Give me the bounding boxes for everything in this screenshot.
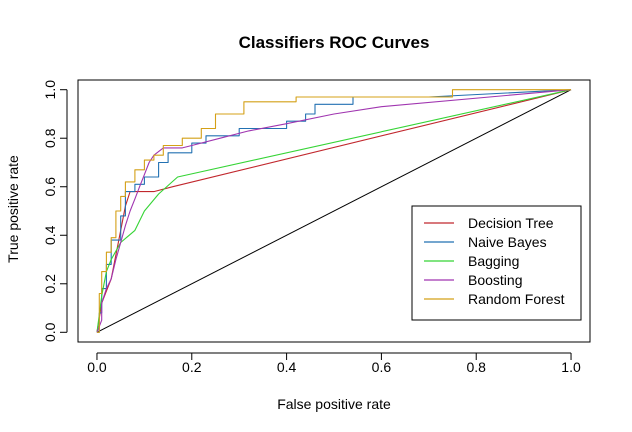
series-line-bagging	[96, 89, 572, 333]
plot-area	[96, 89, 572, 333]
x-tick-label: 0.0	[87, 359, 107, 375]
y-tick-label: 0.4	[42, 225, 58, 245]
x-tick-label: 0.2	[182, 359, 202, 375]
x-axis-label: False positive rate	[277, 396, 391, 412]
legend-box	[411, 205, 582, 321]
series-line-boosting	[96, 89, 572, 333]
legend-label: Boosting	[468, 272, 522, 288]
legend-label: Naive Bayes	[468, 234, 547, 250]
chart-title: Classifiers ROC Curves	[239, 33, 430, 52]
diagonal-reference-line	[96, 89, 572, 333]
y-tick-label: 1.0	[42, 80, 58, 100]
y-axis-label: True positive rate	[5, 155, 21, 263]
x-tick-label: 0.6	[372, 359, 392, 375]
axes: 0.0 0.2 0.4 0.6 0.8 1.0 0.0 0.2 0.4 0.6 0.8 1.0	[42, 80, 581, 375]
y-tick-label: 0.2	[42, 274, 58, 294]
legend-label: Random Forest	[468, 291, 565, 307]
legend-label: Decision Tree	[468, 215, 554, 231]
series-line-random-forest	[97, 89, 571, 333]
y-tick-label: 0.0	[42, 322, 58, 342]
x-tick-label: 0.8	[466, 359, 486, 375]
legend: Decision Tree Naive Bayes Bagging Boosting R…	[411, 205, 582, 321]
y-tick-label: 0.8	[42, 128, 58, 148]
legend-label: Bagging	[468, 253, 519, 269]
x-tick-label: 0.4	[277, 359, 297, 375]
plot-frame	[77, 79, 591, 343]
y-tick-label: 0.6	[42, 177, 58, 197]
x-tick-label: 1.0	[561, 359, 581, 375]
